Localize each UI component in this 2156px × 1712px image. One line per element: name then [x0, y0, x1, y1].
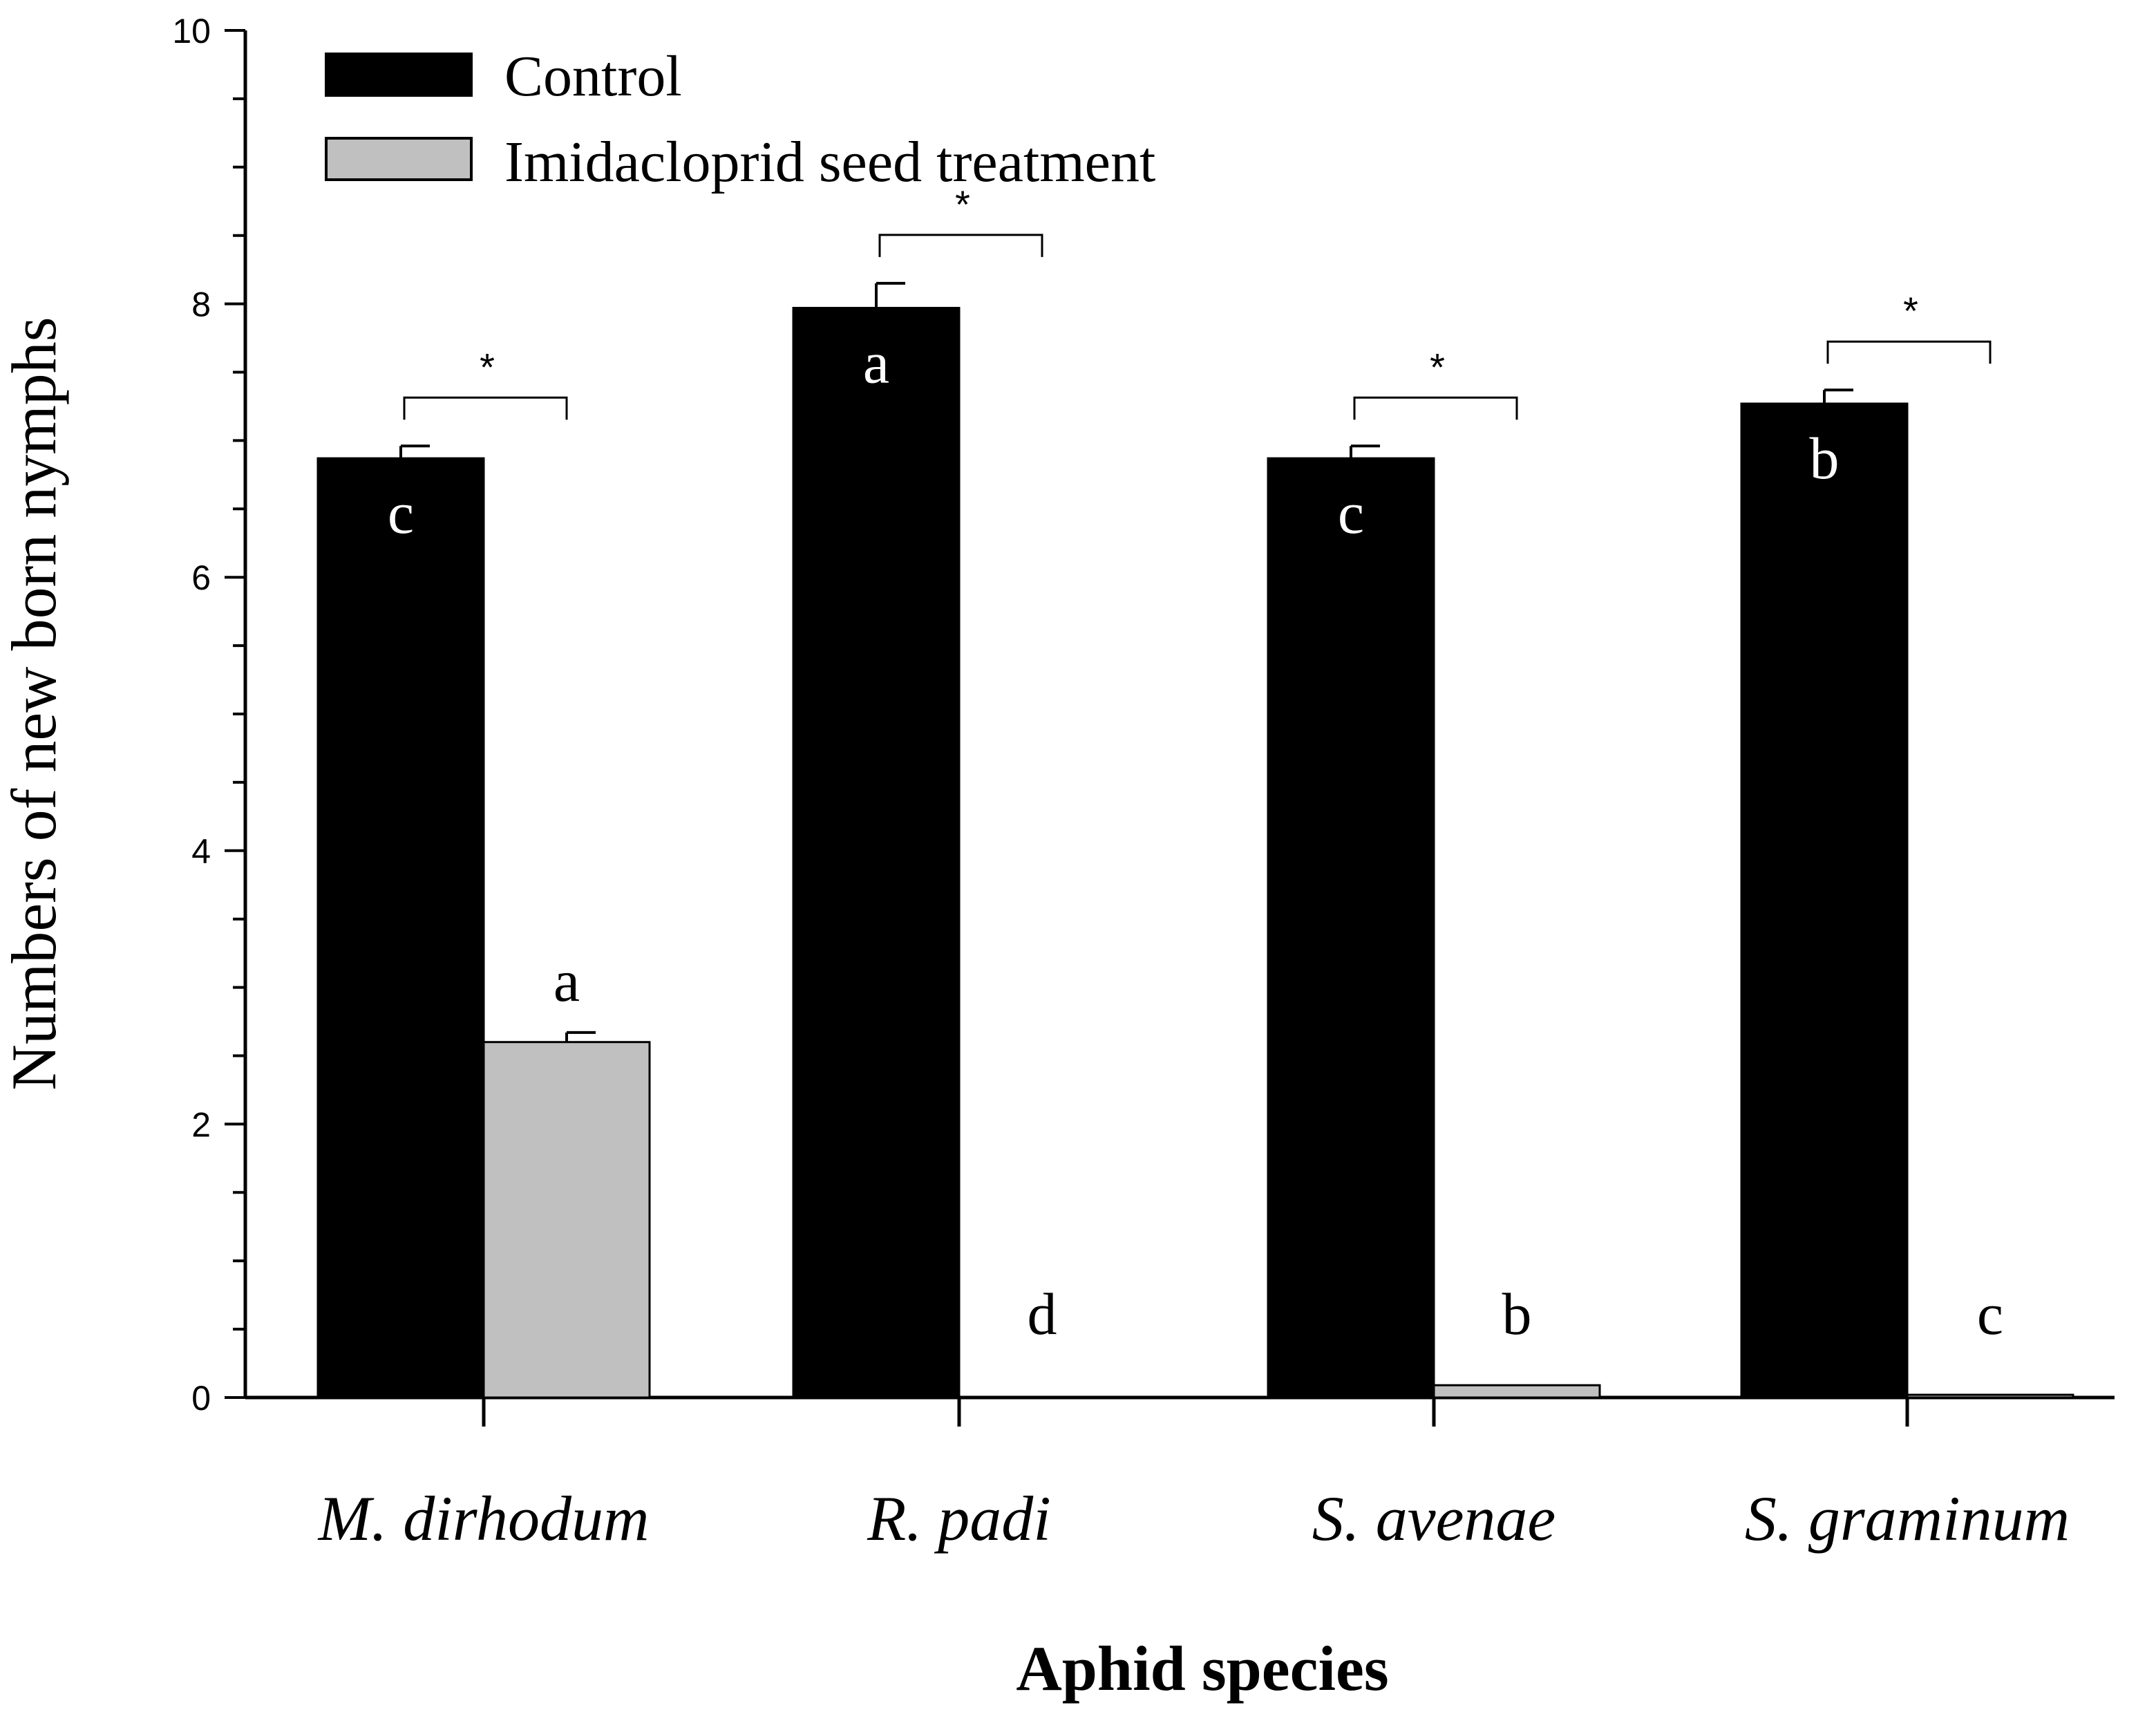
y-tick-label: 4 — [191, 832, 211, 871]
legend-swatch-control — [325, 53, 473, 97]
bar-control — [1740, 402, 1909, 1399]
significance-star: * — [955, 182, 970, 226]
legend: Control Imidacloprid seed treatment — [325, 44, 1155, 194]
x-tick-label: R. padi — [867, 1483, 1051, 1554]
significance-star: * — [1430, 345, 1445, 388]
y-tick-label: 8 — [191, 285, 211, 324]
y-tick-label: 10 — [172, 12, 211, 50]
axes: 0 2 4 6 8 10 M. dirhodum R. padi S. avenae S. gra… — [172, 12, 2115, 1554]
group-letter-imidacloprid: b — [1502, 1281, 1532, 1347]
significance-bracket — [1353, 396, 1518, 420]
bar-control — [1267, 457, 1435, 1399]
y-tick-label: 2 — [191, 1105, 211, 1144]
x-tick-label: M. dirhodum — [317, 1483, 650, 1554]
legend-swatch-imidacloprid — [325, 137, 473, 181]
group-letter-control: b — [1810, 425, 1840, 491]
bars — [316, 281, 2074, 1399]
bar-imidacloprid — [1906, 1393, 2074, 1399]
y-tick-label: 0 — [191, 1379, 211, 1418]
significance-bracket — [403, 396, 568, 420]
group-letter-imidacloprid: d — [1028, 1281, 1057, 1347]
x-tick-label: S. avenae — [1312, 1483, 1556, 1554]
legend-label-imidacloprid: Imidacloprid seed treatment — [504, 130, 1155, 194]
group-letter-control: c — [388, 480, 414, 546]
group-letter-imidacloprid: a — [554, 948, 580, 1014]
significance-bracket — [878, 234, 1043, 257]
group-letter-control: c — [1338, 480, 1364, 546]
y-axis-title: Numbers of new born nymphs — [0, 317, 69, 1090]
bar-control — [316, 457, 485, 1399]
bar-imidacloprid — [1432, 1384, 1601, 1399]
significance-star: * — [480, 345, 495, 388]
x-axis-title: Aphid species — [1016, 1633, 1388, 1704]
x-tick-label: S. graminum — [1745, 1483, 2070, 1554]
significance-star: * — [1903, 289, 1918, 332]
group-letter-imidacloprid: c — [1977, 1281, 2003, 1347]
bar-imidacloprid — [482, 1041, 651, 1399]
bar-control — [792, 307, 961, 1399]
annotations: c a c b a d b c * * * * — [388, 182, 2003, 1347]
significance-bracket — [1826, 340, 1992, 364]
group-letter-control: a — [863, 330, 889, 396]
y-tick-label: 6 — [191, 558, 211, 597]
legend-label-control: Control — [504, 44, 682, 109]
